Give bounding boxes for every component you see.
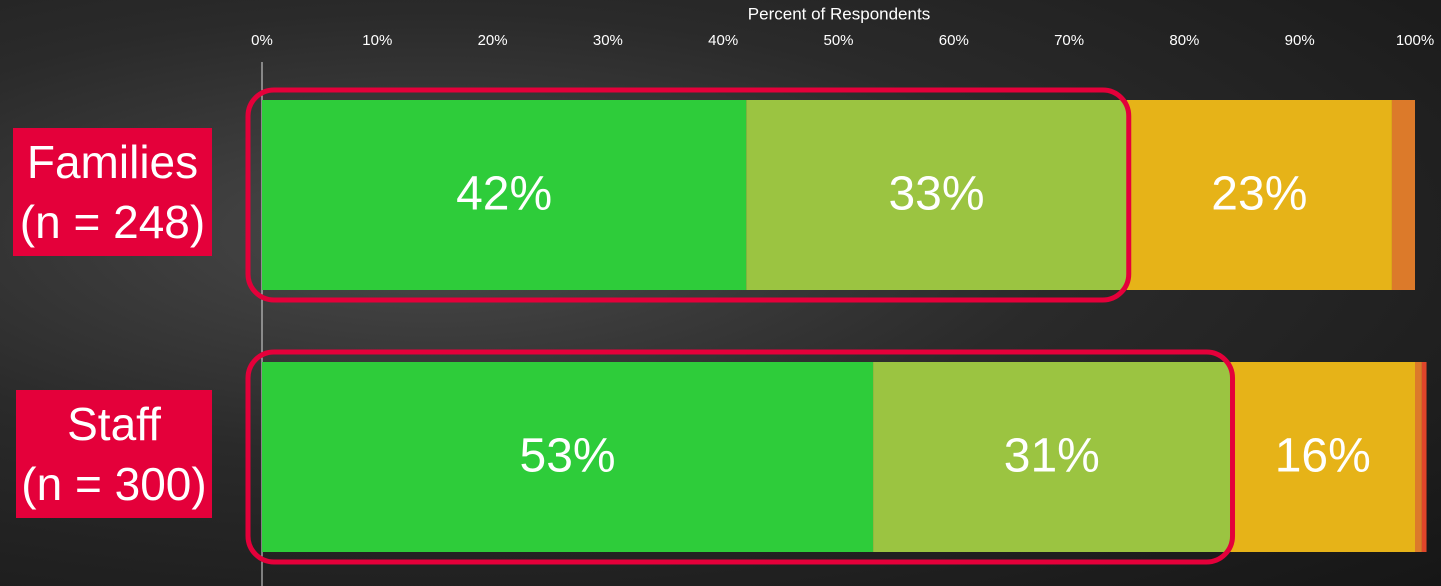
data-label: 31% [1004,430,1100,483]
x-tick-label: 20% [478,32,508,49]
bar-segment [1230,362,1415,552]
bar-segment [1421,362,1427,552]
bar-segment [873,362,1231,552]
category-label: Staff (n = 300) [16,390,212,518]
x-tick-label: 50% [823,32,853,49]
bar-segment [262,100,747,290]
x-tick-label: 0% [251,32,273,49]
x-tick-label: 60% [939,32,969,49]
x-axis-title: Percent of Respondents [748,4,930,23]
bar-segment [1126,100,1392,290]
x-tick-label: 10% [362,32,392,49]
category-label: Families (n = 248) [13,128,212,256]
bar-segment [1415,362,1422,552]
bar-segment [262,362,874,552]
data-label: 42% [456,168,552,221]
highlight-box [245,87,1132,303]
x-tick-label: 80% [1169,32,1199,49]
data-label: 53% [520,430,616,483]
data-label: 33% [888,168,984,221]
x-tick-label: 40% [708,32,738,49]
x-tick-label: 100% [1396,32,1434,49]
data-label: 16% [1275,430,1371,483]
x-tick-label: 70% [1054,32,1084,49]
bar-segment [746,100,1127,290]
highlight-box [245,349,1236,565]
bar-segment [1391,100,1415,290]
x-tick-label: 30% [593,32,623,49]
data-label: 23% [1211,168,1307,221]
x-tick-label: 90% [1285,32,1315,49]
